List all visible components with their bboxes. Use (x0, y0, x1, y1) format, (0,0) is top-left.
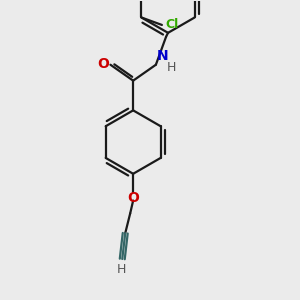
Text: Cl: Cl (166, 18, 179, 32)
Text: N: N (157, 49, 169, 63)
Text: O: O (98, 57, 110, 71)
Text: O: O (127, 190, 139, 205)
Text: H: H (117, 263, 126, 276)
Text: H: H (167, 61, 176, 74)
